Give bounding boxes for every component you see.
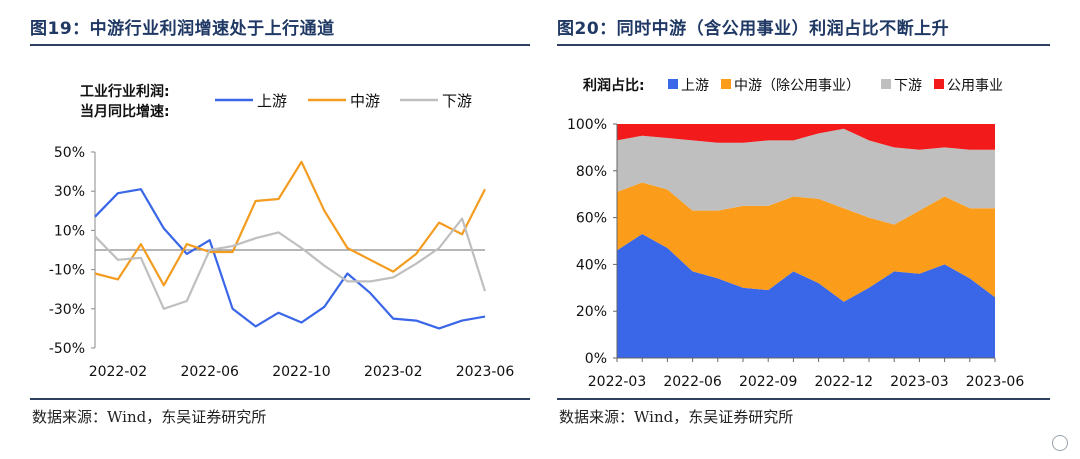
y-tick-label-1: 0% (585, 351, 607, 367)
area-series-1 (617, 234, 995, 358)
left-source-rule (30, 398, 530, 400)
series-line-1 (94, 188, 486, 330)
y-tick-label-5: -30% (49, 302, 85, 318)
watermark (1052, 435, 1068, 451)
legend-label-2: 中游（除公用事业） (734, 78, 860, 94)
legend-swatch-2 (721, 79, 731, 89)
y-tick-label-6: -50% (49, 341, 85, 357)
x-tick-label-3: 2022-10 (272, 364, 331, 380)
line-chart: 工业行业利润: 当月同比增速: 上游 中游 下游 50% 30% 10% -10% -30% -50… (49, 83, 515, 380)
legend-swatch-3 (881, 79, 891, 89)
area-series-2 (617, 182, 995, 302)
y-tick-label-5: 80% (576, 164, 607, 180)
legend-title-line1: 工业行业利润: (80, 83, 170, 100)
series-line-2 (94, 160, 486, 287)
y-tick-label-1: 50% (54, 145, 85, 161)
right-title-rule (557, 44, 1050, 46)
left-figure-panel: 图19：中游行业利润增速处于上行通道 工业行业利润: 当月同比增速: 上游 中游 下游 5… (0, 0, 530, 459)
x-tick-label-4: 2023-02 (364, 364, 423, 380)
y-tick-label-2: 20% (576, 304, 607, 320)
y-tick-label-4: -10% (49, 263, 85, 279)
left-figure-title: 图19：中游行业利润增速处于上行通道 (30, 19, 335, 39)
x-tick-label-5: 2023-06 (456, 364, 515, 380)
right-figure-panel: 图20：同时中游（含公用事业）利润占比不断上升 利润占比: 上游 中游（除公用事业）… (545, 0, 1080, 459)
stacked-area-chart: 利润占比: 上游 中游（除公用事业） 下游 公用事业 0% 20% 40% 60% 80% 100%… (567, 77, 1025, 390)
x-tick-label-2: 2022-06 (180, 364, 239, 380)
series-line-3 (94, 217, 487, 310)
legend-label-3: 下游 (894, 78, 922, 94)
left-title-rule (30, 44, 530, 46)
legend-title: 利润占比: (583, 77, 645, 94)
x-tick-label-4: 2022-12 (815, 374, 874, 390)
y-tick-label-6: 100% (567, 117, 607, 133)
x-tick-label-3: 2022-09 (739, 374, 798, 390)
y-tick-label-3: 10% (54, 223, 85, 239)
x-tick-label-6: 2023-06 (966, 374, 1025, 390)
x-tick-label-2: 2022-06 (663, 374, 722, 390)
x-tick-label-5: 2023-03 (890, 374, 949, 390)
watermark-logo-icon (1052, 435, 1068, 451)
legend-label-2: 中游 (350, 92, 380, 110)
legend-label-4: 公用事业 (947, 78, 1003, 94)
legend-title-line2: 当月同比增速: (80, 103, 170, 120)
legend-swatch-1 (668, 79, 678, 89)
area-series-4 (617, 124, 995, 150)
legend-swatch-4 (934, 79, 944, 89)
y-tick-label-3: 40% (576, 257, 607, 273)
y-tick-label-2: 30% (54, 184, 85, 200)
area-series-3 (617, 128, 995, 225)
legend-label-1: 上游 (681, 78, 709, 94)
right-source-note: 数据来源：Wind，东吴证券研究所 (559, 408, 794, 426)
left-source-note: 数据来源：Wind，东吴证券研究所 (32, 408, 267, 426)
x-tick-label-1: 2022-03 (588, 374, 647, 390)
right-figure-title: 图20：同时中游（含公用事业）利润占比不断上升 (557, 19, 950, 39)
x-tick-label-1: 2022-02 (89, 364, 148, 380)
y-tick-label-4: 60% (576, 211, 607, 227)
legend-label-1: 上游 (257, 92, 287, 110)
right-source-rule (557, 398, 1050, 400)
legend-label-3: 下游 (442, 92, 472, 110)
